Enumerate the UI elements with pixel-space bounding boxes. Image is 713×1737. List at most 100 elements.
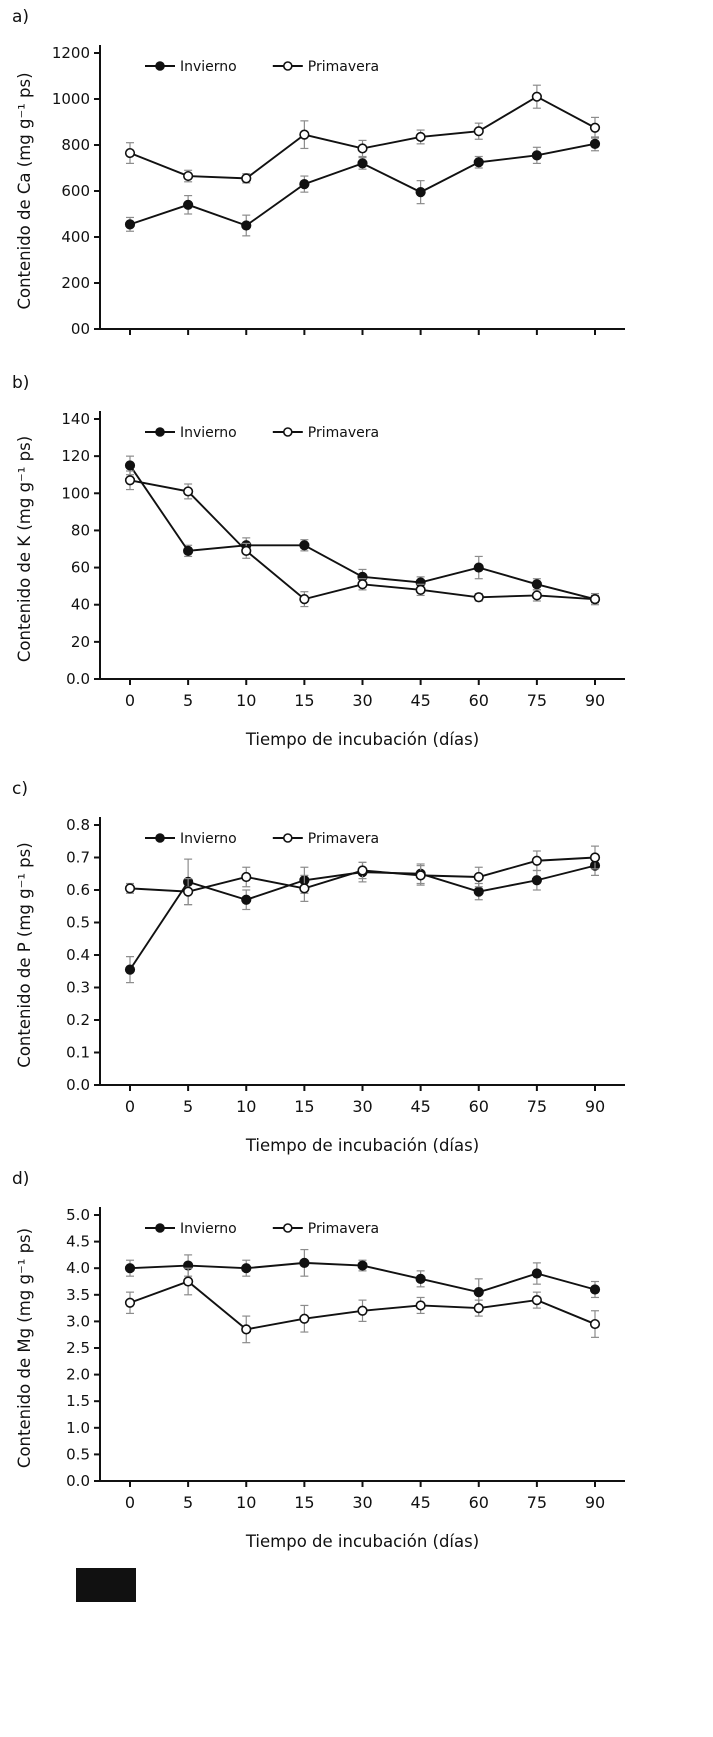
data-point [241, 871, 252, 883]
x-tick-labels: 0 5 10 15 30 45 60 75 90 [125, 1097, 605, 1116]
data-point [124, 1297, 136, 1308]
legend-label: Primavera [308, 831, 379, 847]
data-point [357, 579, 368, 590]
x-axis-title: Tiempo de incubación (días) [245, 1532, 479, 1551]
data-point [531, 91, 542, 102]
data-point [299, 594, 310, 605]
panel-a: a) 00 200 400 600 800 1000 1200 Contenido de Ca… [0, 6, 713, 353]
data-point [415, 870, 426, 881]
data-point [299, 540, 310, 551]
data-point [241, 545, 252, 556]
data-point [415, 1300, 426, 1311]
svg-text:60: 60 [469, 1097, 489, 1116]
data-point [299, 1257, 310, 1268]
svg-text:10: 10 [236, 1097, 256, 1116]
data-point [299, 883, 310, 894]
data-point [183, 886, 194, 897]
y-tick-labels: 0.0 20 40 60 80 100 120 140 [61, 410, 90, 688]
data-point [124, 147, 136, 159]
svg-text:75: 75 [527, 1097, 547, 1116]
y-tick-labels: 00 200 400 600 800 1000 1200 [52, 44, 90, 338]
series-invierno [124, 1248, 601, 1307]
axes [94, 45, 625, 335]
svg-text:00: 00 [71, 320, 90, 338]
svg-text:30: 30 [352, 1493, 372, 1512]
error-bars [126, 1267, 599, 1344]
y-tick-labels: 0.0 0.5 1.0 1.5 2.0 2.5 3.0 3.5 4.0 4.5 5.0 [66, 1206, 90, 1490]
series-primavera [124, 845, 601, 906]
data-point [241, 220, 252, 231]
svg-text:0.5: 0.5 [66, 914, 90, 932]
svg-text:0: 0 [125, 691, 135, 710]
data-point [183, 545, 194, 556]
svg-text:0.6: 0.6 [66, 881, 90, 899]
x-axis-title: Tiempo de incubación (días) [245, 730, 479, 749]
svg-text:45: 45 [410, 1493, 430, 1512]
data-point [124, 460, 136, 471]
svg-text:1000: 1000 [52, 90, 90, 108]
panel-d: d) 0.0 0.5 1.0 1.5 2.0 2.5 3.0 3.5 4.0 4.5 5.0 Cont… [0, 1168, 713, 1561]
data-point [299, 1313, 310, 1324]
legend: Invierno Primavera [145, 831, 379, 847]
legend: Invierno Primavera [145, 425, 379, 441]
svg-text:30: 30 [352, 691, 372, 710]
data-point [124, 964, 136, 975]
panel-a-label: a) [12, 7, 30, 27]
legend: Invierno Primavera [145, 59, 379, 75]
svg-text:4.5: 4.5 [66, 1233, 90, 1251]
data-point [589, 594, 601, 605]
svg-text:400: 400 [61, 228, 90, 246]
svg-text:1.5: 1.5 [66, 1392, 90, 1410]
svg-text:0: 0 [125, 1097, 135, 1116]
data-point [299, 129, 310, 140]
svg-text:0.4: 0.4 [66, 946, 90, 964]
axes [94, 1207, 625, 1487]
svg-text:2.5: 2.5 [66, 1339, 90, 1357]
svg-text:100: 100 [61, 484, 90, 502]
svg-text:0.0: 0.0 [66, 1472, 90, 1490]
axes [94, 817, 625, 1091]
svg-text:0: 0 [125, 1493, 135, 1512]
svg-text:45: 45 [410, 1097, 430, 1116]
x-tick-labels: 0 5 10 15 30 45 60 75 90 [125, 1493, 605, 1512]
svg-text:0.2: 0.2 [66, 1011, 90, 1029]
svg-text:40: 40 [71, 596, 90, 614]
chart-ca: 00 200 400 600 800 1000 1200 Contenido de Ca (m… [15, 44, 625, 338]
data-point [415, 1273, 426, 1284]
data-point [589, 1284, 601, 1295]
data-point [124, 883, 136, 894]
legend-marker [155, 1223, 165, 1233]
svg-text:80: 80 [71, 521, 90, 539]
data-point [531, 1295, 542, 1306]
series-invierno [124, 455, 601, 605]
data-point [357, 158, 368, 169]
svg-text:0.7: 0.7 [66, 849, 90, 867]
data-point [183, 199, 194, 210]
data-point [531, 579, 542, 590]
svg-text:20: 20 [71, 633, 90, 651]
svg-text:3.0: 3.0 [66, 1312, 90, 1330]
svg-text:90: 90 [585, 1097, 605, 1116]
svg-text:75: 75 [527, 691, 547, 710]
data-point [473, 871, 484, 883]
legend-label: Invierno [180, 1221, 237, 1237]
legend: Invierno Primavera [145, 1221, 379, 1237]
data-point [473, 1287, 484, 1298]
data-point [357, 1305, 368, 1316]
svg-text:60: 60 [469, 1493, 489, 1512]
series-invierno [124, 136, 601, 237]
data-point [531, 875, 542, 886]
svg-text:0.1: 0.1 [66, 1044, 90, 1062]
data-point [241, 894, 252, 905]
svg-text:60: 60 [71, 559, 90, 577]
legend-label: Primavera [308, 59, 379, 75]
data-point [473, 126, 484, 137]
y-tick-labels: 0.0 0.1 0.2 0.3 0.4 0.5 0.6 0.7 0.8 [66, 816, 90, 1094]
svg-text:0.3: 0.3 [66, 979, 90, 997]
data-point [589, 852, 601, 863]
legend-label: Invierno [180, 425, 237, 441]
chart-p: 0.0 0.1 0.2 0.3 0.4 0.5 0.6 0.7 0.8 Contenido de … [15, 816, 625, 1155]
svg-text:60: 60 [469, 691, 489, 710]
svg-text:120: 120 [61, 447, 90, 465]
